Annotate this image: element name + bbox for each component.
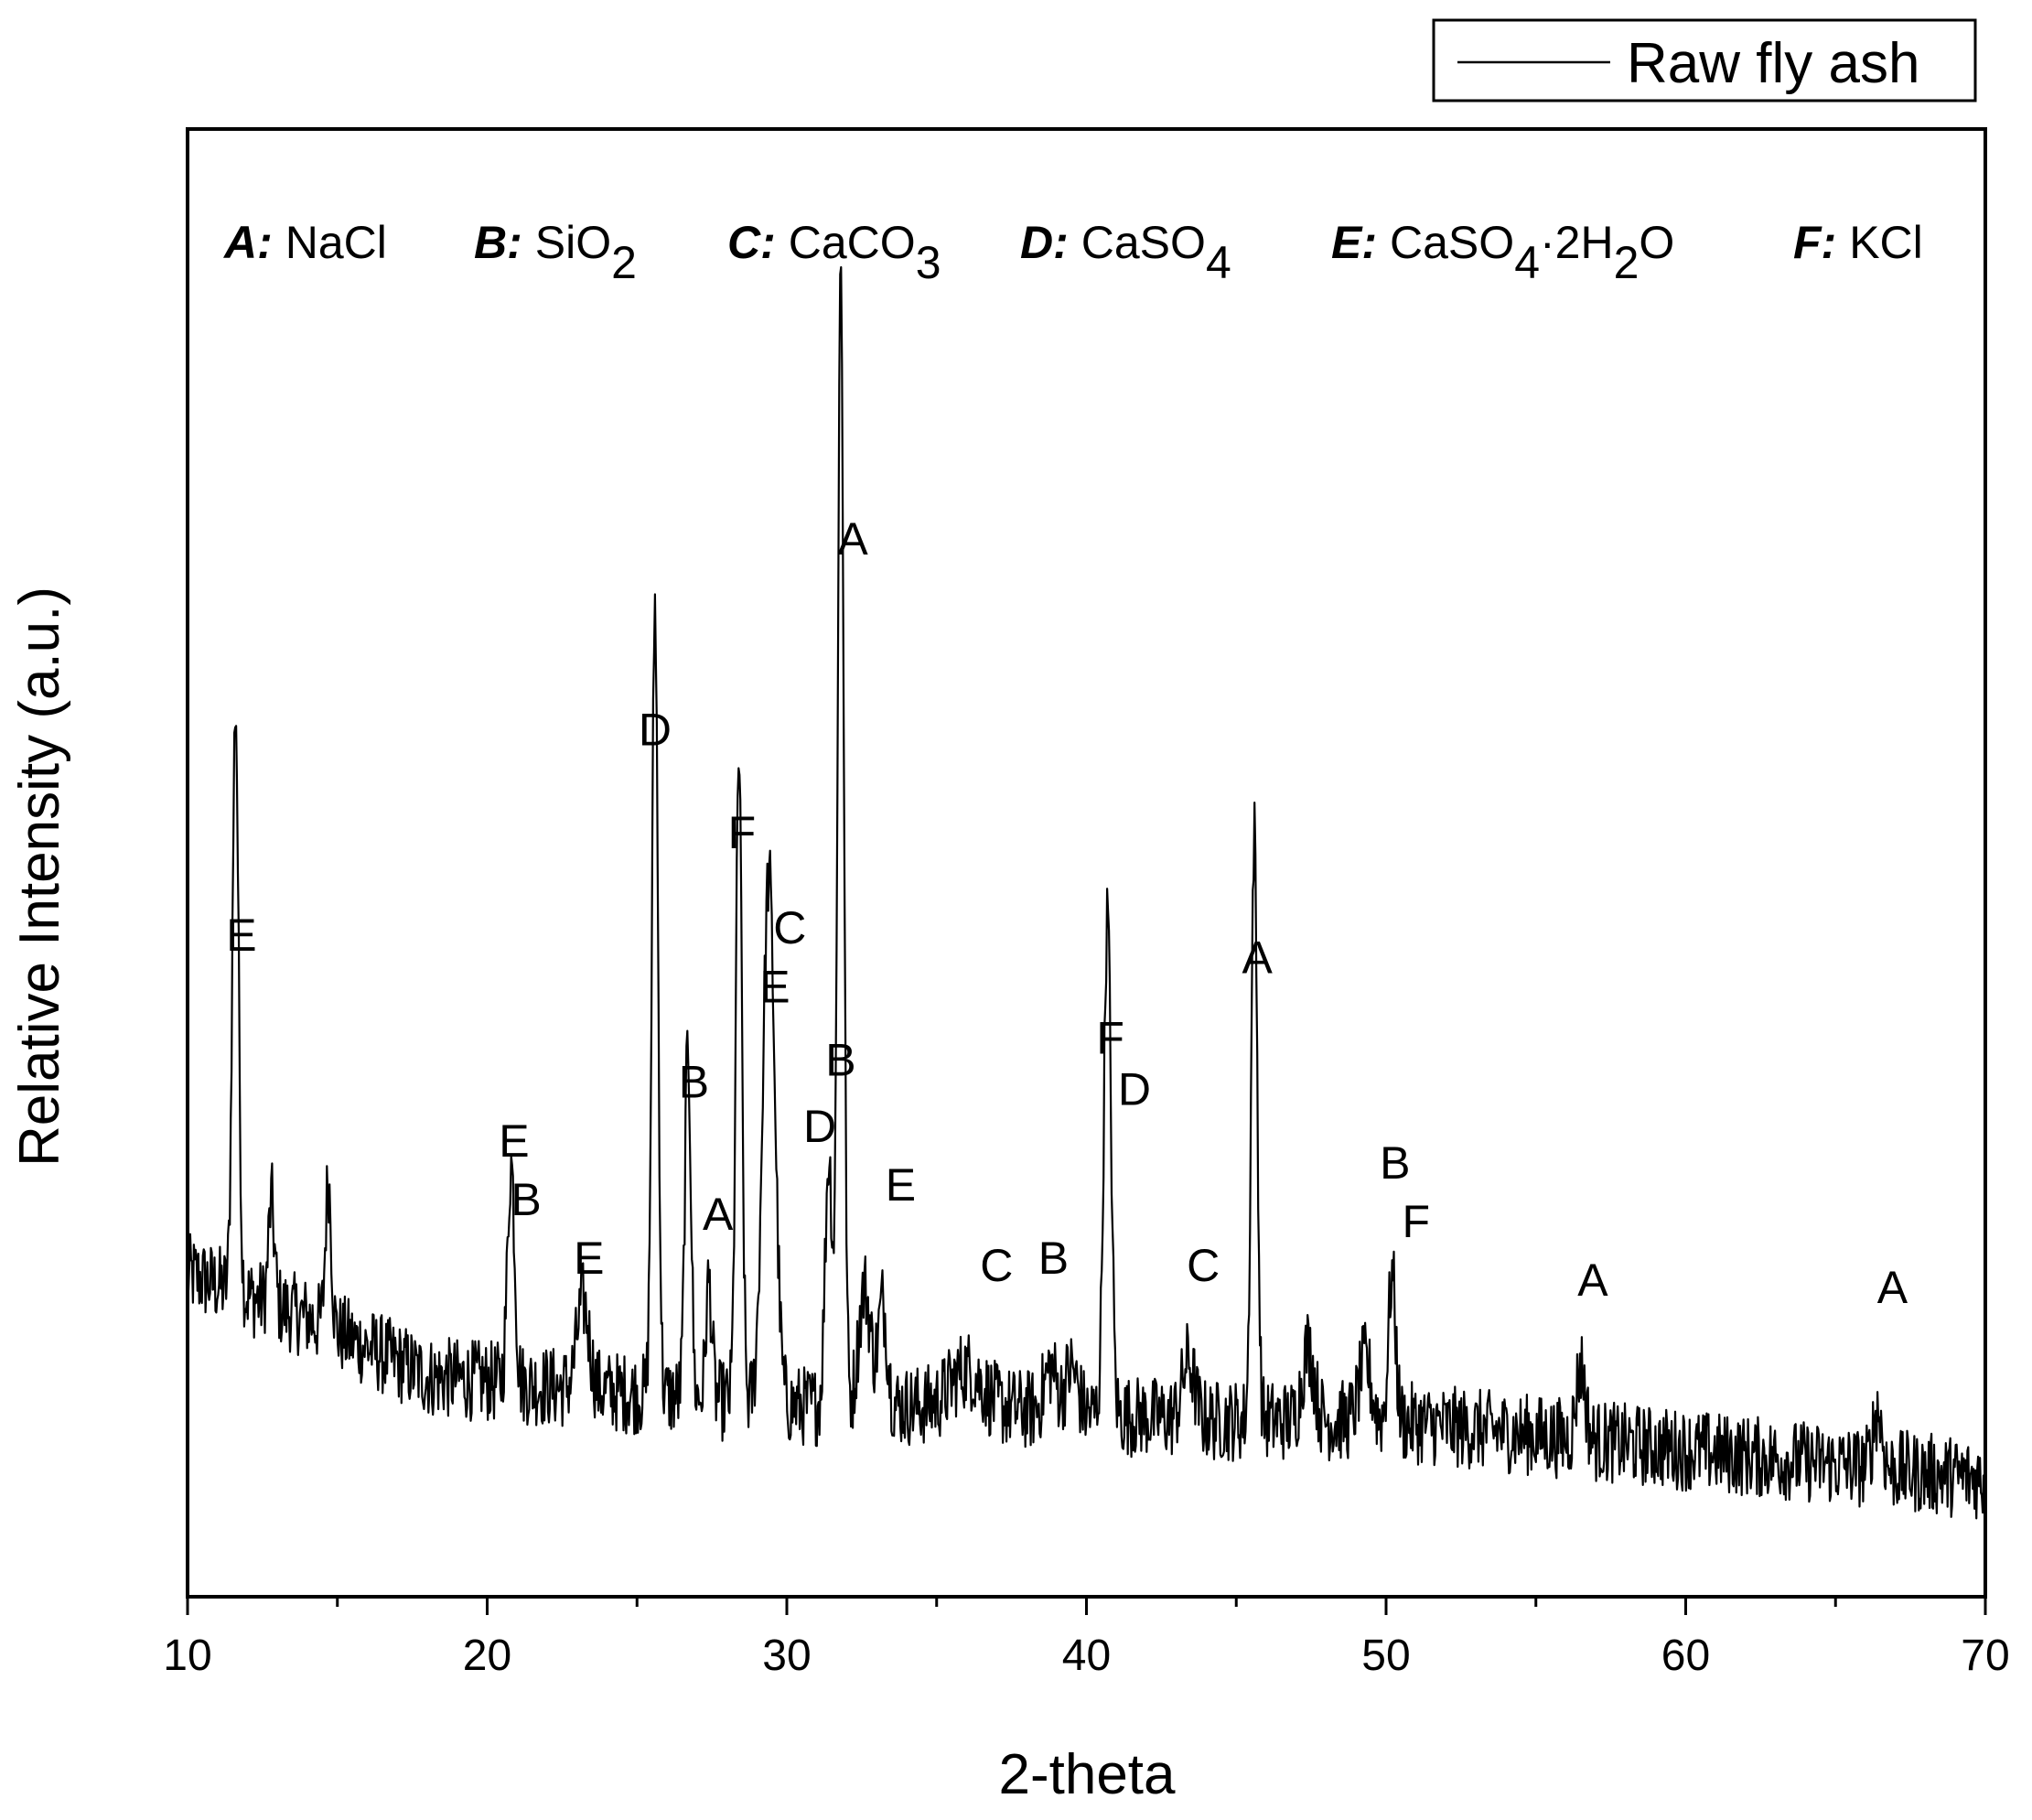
peak-label: C	[980, 1240, 1013, 1291]
peak-label: F	[1402, 1196, 1430, 1247]
x-tick-label: 70	[1961, 1632, 2009, 1680]
y-axis-title: Relative Intensity (a.u.)	[8, 587, 71, 1167]
phase-key-separator: :	[1053, 217, 1069, 268]
peak-label: E	[886, 1159, 916, 1211]
phase-key-separator: :	[1822, 217, 1837, 268]
x-tick-label: 50	[1361, 1632, 1410, 1680]
phase-key-separator: :	[507, 217, 522, 268]
peak-label: C	[1187, 1240, 1220, 1291]
x-tick-label: 40	[1062, 1632, 1111, 1680]
phase-key-entry: C: CaCO3	[727, 217, 941, 288]
phase-key-formula: O	[1639, 217, 1674, 268]
peak-label: E	[226, 910, 256, 961]
x-tick-label: 60	[1661, 1632, 1710, 1680]
peak-label: C	[773, 902, 806, 953]
phase-key-entry: A: NaCl	[222, 217, 387, 268]
peak-label: B	[1380, 1137, 1410, 1189]
peak-label: E	[574, 1233, 604, 1284]
peak-label: A	[837, 513, 868, 565]
phase-key-formula: ·2H	[1540, 217, 1614, 268]
peak-label: D	[803, 1101, 836, 1152]
peak-label: B	[1038, 1233, 1069, 1284]
phase-key-subscript: 4	[1514, 237, 1540, 288]
phase-key-separator: :	[760, 217, 776, 268]
peak-label: A	[1877, 1262, 1908, 1313]
peak-label: D	[1118, 1064, 1151, 1115]
legend: Raw fly ash	[1432, 18, 1977, 102]
peak-label: A	[1577, 1255, 1608, 1306]
peak-label: F	[1096, 1013, 1124, 1064]
legend-box	[1432, 18, 1977, 102]
phase-key-letter: D	[1020, 217, 1053, 268]
phase-key-entry: B: SiO2	[474, 217, 637, 288]
phase-key-entry: E: CaSO4·2H2O	[1331, 217, 1674, 288]
peak-label: E	[759, 961, 790, 1012]
peak-label: B	[511, 1174, 541, 1225]
series-line-raw-fly-ash	[186, 265, 1987, 1520]
phase-key-entry: D: CaSO4	[1020, 217, 1231, 288]
peak-label: B	[679, 1057, 709, 1108]
x-tick-label: 20	[463, 1632, 511, 1680]
phase-key-letter: F	[1793, 217, 1822, 268]
peak-label: A	[1242, 932, 1273, 983]
phase-key-subscript: 3	[916, 237, 941, 288]
peak-label: B	[825, 1035, 855, 1086]
phase-key-letter: B	[474, 217, 507, 268]
x-tick-label: 30	[762, 1632, 811, 1680]
phase-key-formula: SiO	[535, 217, 611, 268]
phase-key-separator: :	[257, 217, 273, 268]
legend-entry-label: Raw fly ash	[1627, 32, 1919, 95]
phase-key-formula: KCl	[1849, 217, 1923, 268]
phase-key-entry: F: KCl	[1793, 217, 1923, 268]
phase-key-subscript: 2	[1614, 237, 1640, 288]
phase-key-subscript: 2	[611, 237, 637, 288]
x-tick-label: 10	[163, 1632, 211, 1680]
phase-key-formula: CaSO	[1081, 217, 1206, 268]
phase-key-formula: CaSO	[1390, 217, 1514, 268]
phase-key: A: NaCl B: SiO2 C: CaCO3 D: CaSO4 E: CaSO4·2H2O F:…	[222, 217, 1923, 288]
phase-key-formula: NaCl	[285, 217, 387, 268]
peak-label: F	[728, 807, 757, 858]
peak-label: E	[499, 1115, 529, 1167]
x-axis: 10 20 30 40 50 60 70	[163, 1597, 2010, 1680]
peak-label: A	[703, 1189, 734, 1240]
peak-label: D	[639, 705, 672, 756]
phase-key-letter: A	[222, 217, 257, 268]
phase-key-subscript: 4	[1206, 237, 1231, 288]
phase-key-letter: E	[1331, 217, 1363, 268]
phase-key-letter: C	[727, 217, 761, 268]
x-axis-title: 2-theta	[998, 1743, 1176, 1806]
phase-key-formula: CaCO	[789, 217, 916, 268]
phase-key-separator: :	[1361, 217, 1377, 268]
